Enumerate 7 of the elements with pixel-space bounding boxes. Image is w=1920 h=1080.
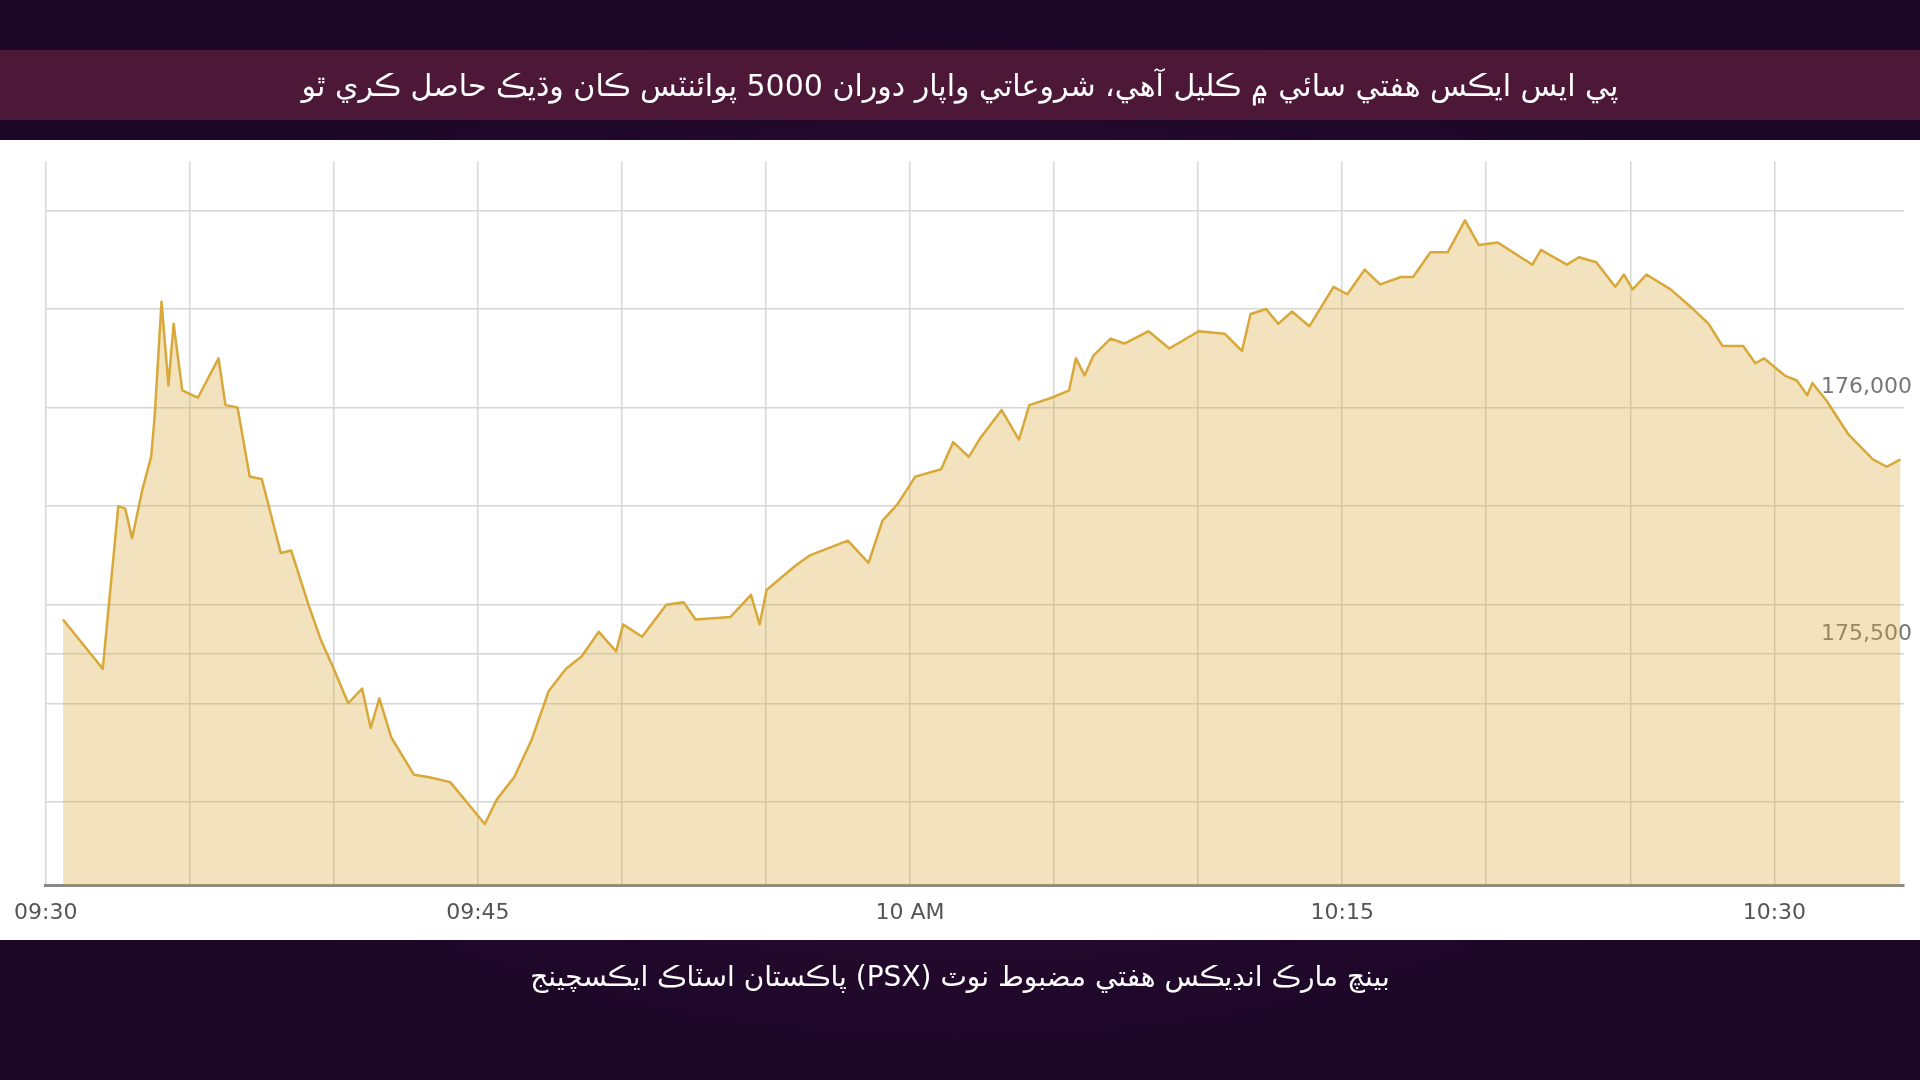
x-tick-label: 09:30 bbox=[14, 898, 78, 924]
x-tick-label: 09:45 bbox=[446, 898, 510, 924]
x-tick-label: 10:30 bbox=[1742, 898, 1807, 924]
text: بينچ مارڪ انڊيڪس هفتي مضبوط نوٽ (PSX) پاڪستان اسٽاڪ ايڪسچينج bbox=[529, 960, 1391, 993]
x-tick-label: 10:15 bbox=[1310, 898, 1374, 924]
x-tick-label: 10 AM bbox=[875, 898, 945, 924]
y-tick-label: 176,000 bbox=[1821, 373, 1912, 399]
